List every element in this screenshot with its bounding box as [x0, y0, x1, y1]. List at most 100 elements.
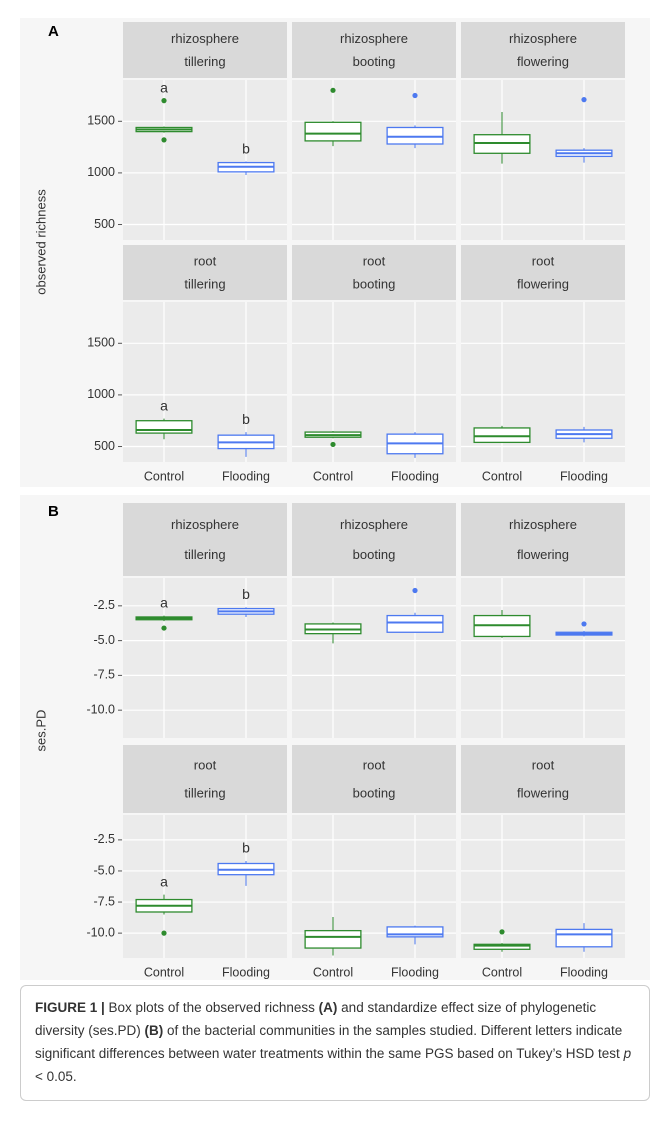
- y-tick-label: 1500: [87, 114, 115, 128]
- plot-area: [123, 80, 287, 240]
- strip-label: root: [363, 757, 386, 772]
- caption-text: (A): [318, 1000, 338, 1015]
- x-tick-label: Control: [144, 965, 184, 979]
- box: [473, 427, 531, 444]
- strip-label: booting: [353, 785, 396, 800]
- strip-label: root: [194, 254, 217, 269]
- strip: [292, 22, 456, 78]
- y-tick-label: -10.0: [87, 925, 116, 939]
- plot-area: [461, 80, 625, 240]
- outlier: [330, 441, 336, 448]
- strip: [292, 245, 456, 300]
- outlier: [161, 98, 167, 104]
- strip-label: booting: [353, 547, 396, 562]
- outlier: [161, 625, 167, 631]
- outlier: [412, 92, 418, 99]
- strip-label: root: [532, 757, 555, 772]
- strip-label: rhizosphere: [171, 517, 239, 532]
- x-tick-label: Control: [144, 469, 184, 483]
- plot-area: [123, 578, 287, 738]
- strip-label: booting: [353, 54, 396, 69]
- strip-label: rhizosphere: [340, 517, 408, 532]
- strip-label: rhizosphere: [171, 31, 239, 46]
- strip-label: flowering: [517, 54, 569, 69]
- y-tick-label: 500: [94, 439, 115, 453]
- strip: [123, 22, 287, 78]
- box: [135, 420, 193, 434]
- strip-label: rhizosphere: [509, 517, 577, 532]
- y-tick-label: -7.5: [93, 668, 115, 682]
- strip-label: booting: [353, 276, 396, 291]
- strip: [461, 503, 625, 576]
- panel-label: B: [48, 503, 59, 520]
- x-tick-label: Control: [482, 965, 522, 979]
- caption-text: of the bacterial communities in the samp…: [35, 1023, 624, 1061]
- y-tick-label: -7.5: [93, 894, 115, 908]
- outlier: [161, 137, 167, 143]
- strip-label: tillering: [184, 785, 225, 800]
- significance-letter: a: [160, 397, 168, 413]
- caption-text: and standardize effect size of phylogene…: [35, 1000, 597, 1038]
- outlier: [330, 87, 336, 93]
- strip-label: rhizosphere: [340, 31, 408, 46]
- box: [473, 943, 531, 950]
- strip: [123, 503, 287, 576]
- y-tick-label: 1500: [87, 336, 115, 350]
- plot-area: [461, 578, 625, 738]
- y-tick-label: -10.0: [87, 702, 116, 716]
- outlier: [161, 930, 167, 936]
- caption-text: (B): [144, 1023, 164, 1038]
- significance-letter: a: [160, 594, 168, 610]
- strip-label: tillering: [184, 547, 225, 562]
- outlier: [581, 97, 587, 103]
- y-tick-label: -2.5: [93, 832, 115, 846]
- outlier: [412, 587, 418, 594]
- plot-area: [123, 815, 287, 958]
- y-tick-label: -5.0: [93, 633, 115, 647]
- caption-text: < 0.05.: [35, 1069, 77, 1084]
- y-axis-title: ses.PD: [33, 710, 48, 752]
- caption: FIGURE 1 | Box plots of the observed ric…: [20, 985, 650, 1101]
- strip-label: tillering: [184, 276, 225, 291]
- caption-text: p: [623, 1046, 632, 1061]
- box: [304, 929, 362, 949]
- significance-letter: b: [242, 140, 250, 156]
- caption-text: Box plots of the observed richness: [104, 1000, 319, 1015]
- box: [386, 926, 444, 938]
- y-tick-label: 1000: [87, 165, 115, 179]
- strip-label: rhizosphere: [509, 31, 577, 46]
- caption-text: FIGURE 1 |: [35, 1000, 105, 1015]
- box: [473, 134, 531, 154]
- outlier: [499, 929, 505, 935]
- strip-label: tillering: [184, 54, 225, 69]
- strip: [461, 22, 625, 78]
- y-tick-label: -2.5: [93, 598, 115, 612]
- strip: [123, 245, 287, 300]
- y-tick-label: 500: [94, 217, 115, 231]
- x-tick-label: Flooding: [222, 469, 270, 483]
- x-tick-label: Flooding: [560, 965, 608, 979]
- y-tick-label: 1000: [87, 387, 115, 401]
- strip: [292, 745, 456, 813]
- x-tick-label: Control: [313, 469, 353, 483]
- outlier: [581, 621, 587, 627]
- panel-label: A: [48, 23, 59, 40]
- x-tick-label: Flooding: [222, 965, 270, 979]
- plot-area: [292, 578, 456, 738]
- strip: [461, 245, 625, 300]
- strip-label: flowering: [517, 785, 569, 800]
- strip-label: root: [363, 254, 386, 269]
- significance-letter: b: [242, 840, 250, 856]
- significance-letter: b: [242, 586, 250, 602]
- significance-letter: a: [160, 79, 168, 95]
- strip: [292, 503, 456, 576]
- plot-area: [292, 80, 456, 240]
- x-tick-label: Control: [313, 965, 353, 979]
- strip-label: root: [532, 254, 555, 269]
- strip-label: flowering: [517, 547, 569, 562]
- strip-label: flowering: [517, 276, 569, 291]
- box: [555, 928, 613, 948]
- y-axis-title: observed richness: [33, 189, 48, 295]
